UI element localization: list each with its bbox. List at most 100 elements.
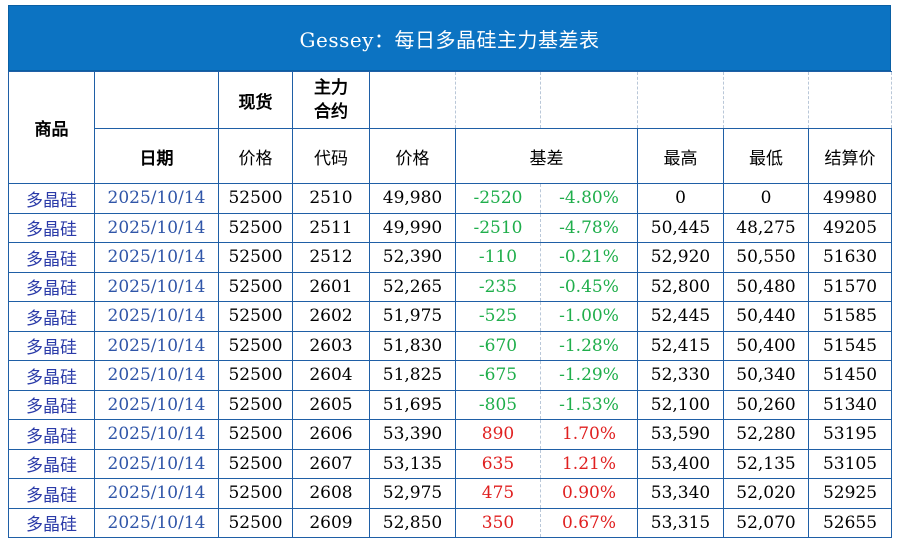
spot-price-cell: 52500 (218, 271, 293, 302)
table-row: 多晶硅 2025/10/14 52500 2605 51,695 -805 -1.53% 52… (8, 389, 892, 420)
date-cell: 2025/10/14 (94, 389, 219, 420)
table-row: 多晶硅 2025/10/14 52500 2604 51,825 -675 -1.29% 52… (8, 360, 892, 391)
table-row: 多晶硅 2025/10/14 52500 2603 51,830 -670 -1.28% 52… (8, 330, 892, 361)
contract-code-cell: 2601 (292, 271, 370, 302)
basis-percent-cell: -1.29% (540, 360, 638, 391)
high-cell: 52,445 (637, 301, 724, 332)
spot-price-cell: 52500 (218, 242, 293, 273)
date-cell: 2025/10/14 (94, 419, 219, 450)
contract-code-cell: 2604 (292, 360, 370, 391)
basis-value-cell: -525 (455, 301, 541, 332)
contract-price-cell: 53,390 (369, 419, 456, 450)
contract-price-cell: 51,975 (369, 301, 456, 332)
header-low: 最低 (723, 128, 809, 184)
basis-value-cell: -670 (455, 330, 541, 361)
low-cell: 50,340 (723, 360, 809, 391)
date-cell: 2025/10/14 (94, 478, 219, 509)
contract-price-cell: 49,990 (369, 212, 456, 243)
table-row: 多晶硅 2025/10/14 52500 2601 52,265 -235 -0.45% 52… (8, 271, 892, 302)
date-cell: 2025/10/14 (94, 448, 219, 479)
table-row: 多晶硅 2025/10/14 52500 2608 52,975 475 0.90% 53,3… (8, 478, 892, 509)
settle-cell: 51545 (808, 330, 892, 361)
settle-cell: 53195 (808, 419, 892, 450)
basis-value-cell: -2510 (455, 212, 541, 243)
product-cell: 多晶硅 (8, 389, 95, 420)
header-blank-1 (94, 71, 219, 129)
high-cell: 52,330 (637, 360, 724, 391)
contract-price-cell: 52,850 (369, 507, 456, 538)
settle-cell: 51570 (808, 271, 892, 302)
contract-price-cell: 52,265 (369, 271, 456, 302)
contract-code-cell: 2512 (292, 242, 370, 273)
basis-percent-cell: -1.53% (540, 389, 638, 420)
basis-percent-cell: 1.21% (540, 448, 638, 479)
contract-price-cell: 51,825 (369, 360, 456, 391)
high-cell: 50,445 (637, 212, 724, 243)
product-cell: 多晶硅 (8, 242, 95, 273)
basis-value-cell: -2520 (455, 183, 541, 214)
low-cell: 50,260 (723, 389, 809, 420)
contract-price-cell: 53,135 (369, 448, 456, 479)
high-cell: 0 (637, 183, 724, 214)
header-product: 商品 (8, 71, 95, 184)
settle-cell: 52925 (808, 478, 892, 509)
product-cell: 多晶硅 (8, 478, 95, 509)
table-row: 多晶硅 2025/10/14 52500 2510 49,980 -2520 -4.80% 0… (8, 183, 892, 214)
spot-price-cell: 52500 (218, 212, 293, 243)
basis-percent-cell: 0.90% (540, 478, 638, 509)
table-row: 多晶硅 2025/10/14 52500 2606 53,390 890 1.70% 53,5… (8, 419, 892, 450)
basis-percent-cell: 1.70% (540, 419, 638, 450)
header-spot: 现货 (218, 71, 293, 129)
high-cell: 52,100 (637, 389, 724, 420)
header-high: 最高 (637, 128, 724, 184)
date-cell: 2025/10/14 (94, 242, 219, 273)
basis-value-cell: 475 (455, 478, 541, 509)
header-settle: 结算价 (808, 128, 892, 184)
basis-value-cell: 350 (455, 507, 541, 538)
spot-price-cell: 52500 (218, 448, 293, 479)
basis-value-cell: -675 (455, 360, 541, 391)
high-cell: 53,590 (637, 419, 724, 450)
contract-code-cell: 2607 (292, 448, 370, 479)
low-cell: 52,070 (723, 507, 809, 538)
basis-value-cell: 635 (455, 448, 541, 479)
contract-price-cell: 49,980 (369, 183, 456, 214)
contract-code-cell: 2606 (292, 419, 370, 450)
low-cell: 50,400 (723, 330, 809, 361)
product-cell: 多晶硅 (8, 448, 95, 479)
low-cell: 52,280 (723, 419, 809, 450)
contract-code-cell: 2602 (292, 301, 370, 332)
table-row: 多晶硅 2025/10/14 52500 2512 52,390 -110 -0.21% 52… (8, 242, 892, 273)
contract-price-cell: 51,695 (369, 389, 456, 420)
header-blank-2 (369, 71, 456, 129)
contract-code-cell: 2603 (292, 330, 370, 361)
date-cell: 2025/10/14 (94, 212, 219, 243)
low-cell: 0 (723, 183, 809, 214)
low-cell: 50,440 (723, 301, 809, 332)
header-main-contract: 主力 合约 (292, 71, 370, 129)
date-cell: 2025/10/14 (94, 271, 219, 302)
basis-percent-cell: -0.21% (540, 242, 638, 273)
basis-value-cell: -235 (455, 271, 541, 302)
settle-cell: 49205 (808, 212, 892, 243)
product-cell: 多晶硅 (8, 507, 95, 538)
contract-code-cell: 2608 (292, 478, 370, 509)
spot-price-cell: 52500 (218, 330, 293, 361)
settle-cell: 51450 (808, 360, 892, 391)
header-basis: 基差 (455, 128, 638, 184)
settle-cell: 51585 (808, 301, 892, 332)
table-row: 多晶硅 2025/10/14 52500 2602 51,975 -525 -1.00% 52… (8, 301, 892, 332)
date-cell: 2025/10/14 (94, 301, 219, 332)
table-row: 多晶硅 2025/10/14 52500 2511 49,990 -2510 -4.78% 5… (8, 212, 892, 243)
high-cell: 53,315 (637, 507, 724, 538)
date-cell: 2025/10/14 (94, 507, 219, 538)
basis-value-cell: -805 (455, 389, 541, 420)
basis-percent-cell: -0.45% (540, 271, 638, 302)
header-date: 日期 (94, 128, 219, 184)
high-cell: 52,415 (637, 330, 724, 361)
contract-code-cell: 2609 (292, 507, 370, 538)
date-cell: 2025/10/14 (94, 183, 219, 214)
product-cell: 多晶硅 (8, 301, 95, 332)
basis-percent-cell: -4.80% (540, 183, 638, 214)
